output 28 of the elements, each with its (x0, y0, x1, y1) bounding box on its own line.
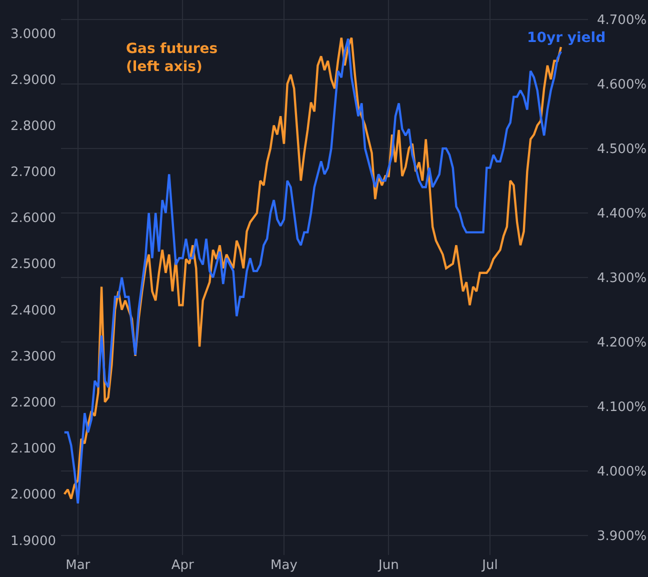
y-tick-label: 1.9000 (10, 534, 56, 549)
x-tick-label: Mar (66, 558, 91, 573)
y-tick-label: 2.0000 (10, 488, 56, 503)
y-tick-label: 2.4000 (10, 303, 56, 318)
x-tick-label: Jul (481, 558, 498, 573)
text: Gas futures (left axis) (126, 41, 218, 76)
y-tick-label: 2.8000 (10, 118, 56, 134)
y2-tick-label: 4.100% (597, 400, 647, 416)
y-tick-label: 2.7000 (10, 165, 56, 180)
y2-tick-label: 4.700% (597, 12, 647, 28)
y2-tick-label: 4.200% (597, 336, 647, 351)
y2-tick-label: 3.900% (597, 529, 647, 544)
y-tick-label: 2.3000 (10, 349, 56, 364)
y-tick-label: 2.5000 (10, 257, 56, 272)
y2-tick-label: 4.500% (597, 142, 647, 157)
x-tick-label: Jun (378, 558, 399, 573)
y-tick-label: 2.2000 (10, 396, 56, 411)
y-tick-label: 3.0000 (10, 26, 56, 42)
y-tick-label: 2.9000 (10, 72, 56, 88)
y2-tick-label: 4.000% (597, 464, 647, 480)
series-label: 10yr yield (527, 30, 606, 46)
y2-tick-label: 4.300% (597, 271, 647, 286)
y-tick-label: 2.1000 (10, 442, 56, 457)
x-tick-label: Apr (171, 558, 195, 573)
y2-tick-label: 4.600% (597, 77, 647, 92)
x-tick-label: May (270, 558, 298, 573)
y2-tick-label: 4.400% (597, 206, 647, 222)
y-tick-label: 2.6000 (10, 211, 56, 226)
